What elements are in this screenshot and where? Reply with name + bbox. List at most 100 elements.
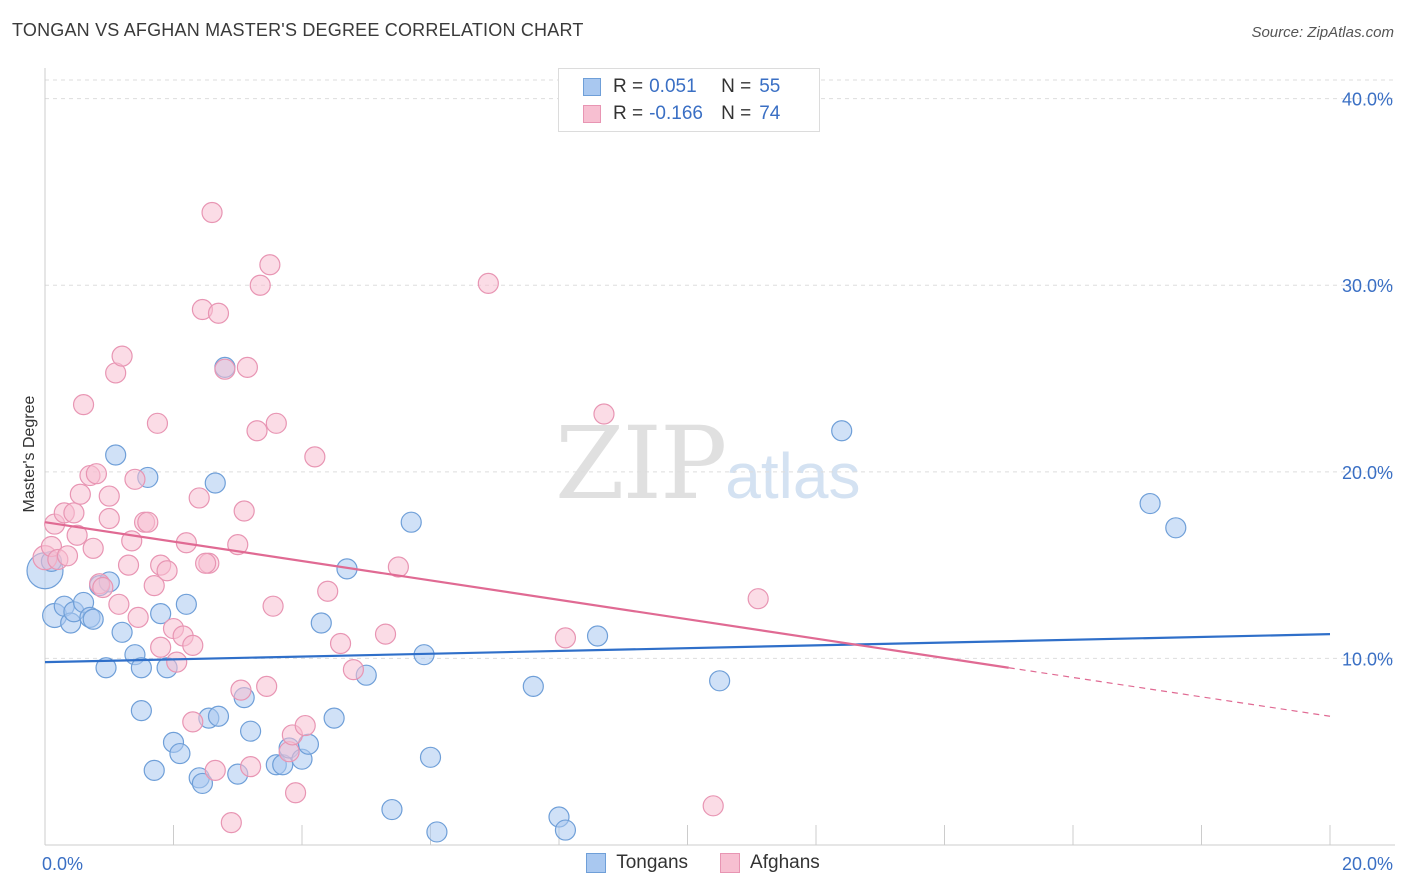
tongans-point	[175, 593, 197, 615]
legend-label-tongans: Tongans	[616, 852, 689, 873]
afghans-point	[156, 560, 178, 582]
stats-legend-box: R = 0.051 N = 55 R = -0.166 N = 74	[558, 68, 820, 132]
afghans-point	[329, 632, 352, 655]
tongans-point	[426, 821, 448, 843]
legend-swatch-afghans	[720, 853, 741, 873]
watermark-atlas: atlas	[725, 440, 861, 512]
afghans-point	[230, 679, 252, 701]
legend-swatch-tongans	[586, 853, 607, 873]
tongans-point	[111, 621, 133, 643]
tongans-point	[143, 759, 165, 781]
tongans-point	[240, 720, 262, 742]
afghans-point	[201, 201, 223, 224]
afghans-point	[166, 651, 188, 673]
afghans-point	[233, 500, 255, 522]
afghans-point	[66, 524, 88, 546]
tongans-point	[400, 511, 422, 533]
source-label: Source: ZipAtlas.com	[1251, 24, 1394, 41]
afghans-point	[137, 511, 159, 533]
tongans-point	[310, 612, 332, 634]
afghans-point	[294, 714, 316, 737]
tongans-point	[130, 700, 152, 722]
watermark: ZIPatlas	[555, 405, 860, 522]
tongans-point	[419, 746, 442, 768]
afghans-point	[182, 711, 204, 733]
afghans-point	[317, 580, 339, 602]
afghans-point	[56, 545, 79, 567]
r-value: 0.051	[649, 76, 697, 97]
y-tick-label: 30.0%	[1342, 276, 1393, 296]
afghans-trend-extension	[1008, 667, 1331, 717]
tongans-point	[130, 657, 152, 679]
afghans-point	[195, 552, 217, 574]
afghans-swatch	[583, 105, 601, 123]
tongans-point	[831, 420, 853, 442]
tongans-point	[169, 742, 191, 765]
afghans-point	[111, 345, 133, 367]
chart-title: TONGAN VS AFGHAN MASTER'S DEGREE CORRELA…	[12, 20, 584, 40]
tongans-point	[105, 444, 127, 466]
n-label: N =	[721, 76, 752, 97]
afghans-point	[214, 358, 236, 380]
x-tick-label: 20.0%	[1342, 854, 1393, 874]
tongans-point	[323, 707, 345, 729]
afghans-point	[69, 483, 91, 505]
afghans-point	[143, 575, 165, 597]
afghans-point	[747, 588, 769, 610]
afghans-point	[72, 394, 95, 416]
afghans-point	[108, 593, 130, 615]
afghans-point	[117, 554, 140, 576]
afghans-point	[262, 595, 284, 617]
afghans-point	[387, 556, 409, 578]
afghans-point	[284, 782, 307, 804]
tongans-point	[522, 675, 544, 698]
legend-item-afghans[interactable]: Afghans	[720, 852, 820, 874]
r-value: -0.166	[649, 103, 703, 124]
afghans-point	[593, 403, 615, 425]
afghans-point	[98, 485, 120, 507]
afghans-point	[554, 627, 577, 649]
tongans-point	[1165, 517, 1187, 539]
stats-row-afghans: R = -0.166 N = 74	[583, 101, 780, 127]
afghans-point	[85, 463, 108, 485]
tongans-trend-line	[44, 633, 1331, 664]
afghans-point	[702, 795, 724, 817]
r-label: R =	[613, 76, 644, 97]
x-tick-label: 0.0%	[42, 854, 83, 874]
tongans-point	[82, 608, 104, 630]
tongans-swatch	[583, 78, 601, 96]
legend-item-tongans[interactable]: Tongans	[586, 852, 688, 874]
tongans-point	[554, 819, 577, 841]
afghans-point	[342, 659, 364, 681]
afghans-point	[82, 537, 104, 559]
stats-row-tongans: R = 0.051 N = 55	[583, 74, 780, 100]
afghans-trend-line	[44, 521, 1009, 669]
y-tick-label: 40.0%	[1342, 90, 1393, 110]
afghans-point	[246, 420, 268, 442]
afghans-point	[207, 302, 230, 324]
tongans-point	[1139, 492, 1161, 515]
tongans-point	[207, 705, 230, 727]
afghans-point	[256, 675, 278, 698]
afghans-point	[374, 623, 397, 645]
tongans-point	[204, 472, 226, 494]
tongans-point	[191, 772, 214, 795]
afghans-point	[127, 606, 149, 628]
y-tick-label: 20.0%	[1342, 463, 1393, 483]
afghans-point	[98, 507, 120, 530]
afghans-point	[124, 468, 146, 490]
afghans-point	[204, 759, 226, 781]
afghans-point	[188, 487, 210, 509]
afghans-point	[265, 412, 287, 434]
afghans-point	[304, 446, 326, 468]
afghans-point	[146, 412, 169, 434]
tongans-point	[381, 798, 403, 821]
afghans-point	[240, 756, 262, 778]
tongans-point	[586, 625, 609, 647]
r-label: R =	[613, 103, 644, 124]
afghans-point	[150, 636, 172, 658]
afghans-point	[220, 812, 242, 834]
afghans-point	[182, 634, 204, 656]
afghans-point	[236, 356, 258, 378]
